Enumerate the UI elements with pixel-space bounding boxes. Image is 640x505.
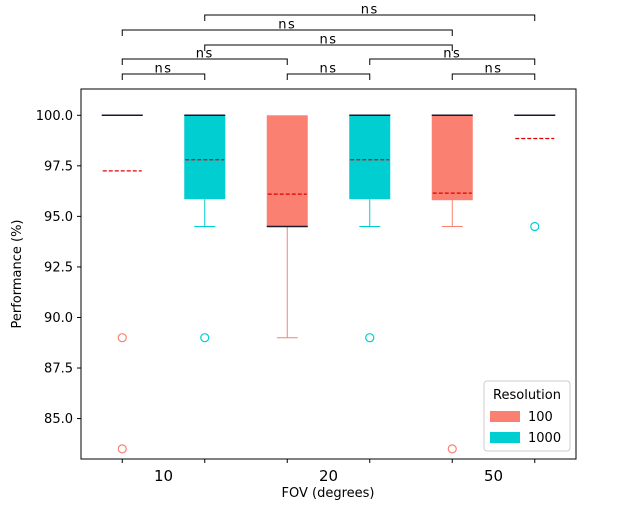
bracket-label: ns xyxy=(154,62,172,77)
y-tick-label: 92.5 xyxy=(44,260,73,275)
y-axis: 85.0 87.5 90.0 92.5 95.0 97.5 100.0 xyxy=(36,109,81,427)
outlier-point xyxy=(447,444,457,454)
legend-label-1000: 1000 xyxy=(528,431,561,446)
box-body xyxy=(349,115,391,200)
bracket-label: ns xyxy=(278,18,296,33)
bracket-label: ns xyxy=(443,47,461,62)
x-axis: 10 20 50 xyxy=(121,459,536,485)
box-body xyxy=(184,115,226,200)
legend-swatch-100 xyxy=(490,411,520,422)
outlier-point xyxy=(200,333,210,343)
bracket-label: ns xyxy=(484,62,502,77)
outlier-point xyxy=(117,444,127,454)
y-tick-label: 100.0 xyxy=(36,109,73,124)
plot-frame xyxy=(80,88,577,460)
bracket-label: ns xyxy=(196,47,214,62)
outlier-point xyxy=(117,333,127,343)
significance-bracket: ns xyxy=(121,18,453,36)
significance-bracket: ns xyxy=(121,47,288,65)
box-body xyxy=(266,115,308,227)
significance-bracket: ns xyxy=(451,62,536,80)
y-axis-label: Performance (%) xyxy=(10,219,25,328)
significance-bracket: ns xyxy=(121,62,206,80)
bracket-line xyxy=(286,73,371,80)
box-body xyxy=(431,115,473,201)
x-axis-label: FOV (degrees) xyxy=(282,486,375,501)
bracket-line xyxy=(369,58,536,65)
y-tick-label: 90.0 xyxy=(44,311,73,326)
legend-swatch-1000 xyxy=(490,432,520,443)
bracket-line xyxy=(204,44,453,51)
legend-title: Resolution xyxy=(493,388,561,403)
y-tick-label: 97.5 xyxy=(44,159,73,174)
box-100-20 xyxy=(266,115,308,339)
x-category-label: 50 xyxy=(484,467,503,485)
significance-bracket: ns xyxy=(204,3,536,21)
bracket-line xyxy=(121,58,288,65)
box-1000-20 xyxy=(349,114,391,343)
box-1000-50 xyxy=(514,114,556,232)
significance-bracket: ns xyxy=(204,33,453,51)
y-tick-label: 95.0 xyxy=(44,210,73,225)
legend: Resolution 100 1000 xyxy=(483,380,571,452)
bracket-line xyxy=(204,14,536,21)
x-category-label: 10 xyxy=(154,467,173,485)
box-100-50 xyxy=(431,114,473,454)
bracket-line xyxy=(121,29,453,36)
outlier-point xyxy=(530,221,540,232)
bracket-label: ns xyxy=(319,33,337,48)
legend-label-100: 100 xyxy=(528,410,553,425)
bracket-line xyxy=(121,73,206,80)
boxes-layer xyxy=(101,114,556,454)
significance-bracket: ns xyxy=(286,62,371,80)
bracket-label: ns xyxy=(319,62,337,77)
box-100-10 xyxy=(101,114,143,454)
significance-bracket: ns xyxy=(369,47,536,65)
outlier-point xyxy=(365,333,375,343)
bracket-line xyxy=(451,73,536,80)
box-1000-10 xyxy=(184,114,226,343)
bracket-label: ns xyxy=(361,3,379,18)
y-tick-label: 85.0 xyxy=(44,412,73,427)
x-category-label: 20 xyxy=(319,467,338,485)
y-tick-label: 87.5 xyxy=(44,362,73,377)
significance-brackets: ns ns ns ns ns ns ns ns xyxy=(121,3,536,80)
